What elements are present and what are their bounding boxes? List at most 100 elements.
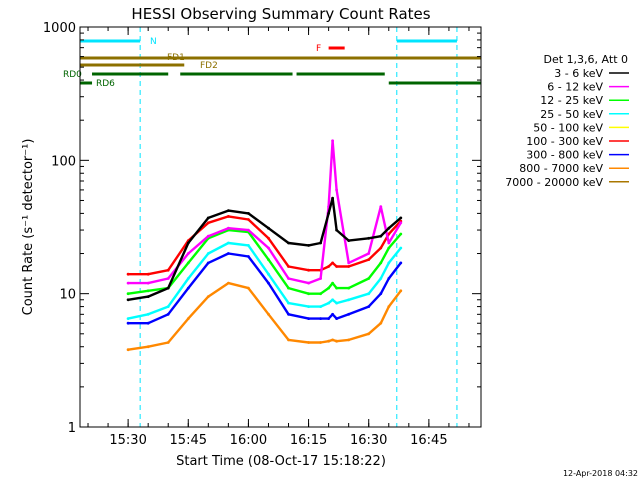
x-tick-label: 16:45: [410, 433, 447, 448]
legend-entry-label: 25 - 50 keV: [540, 108, 603, 121]
data-point-6-12-kev: [379, 205, 383, 209]
data-point-12-25-kev: [126, 292, 130, 296]
data-point-25-50-kev: [319, 305, 322, 308]
data-point-3-6-kev: [227, 209, 230, 213]
data-point-3-6-kev: [206, 216, 210, 220]
data-point-300-800-kev: [327, 317, 330, 320]
data-point-3-6-kev: [379, 234, 383, 238]
data-point-25-50-kev: [186, 277, 190, 280]
data-point-3-6-kev: [367, 236, 371, 240]
data-point-300-800-kev: [387, 277, 391, 280]
data-point-100-300-kev: [267, 236, 270, 240]
data-point-25-50-kev: [166, 305, 170, 308]
data-point-100-300-kev: [146, 272, 150, 276]
legend-entry-label: 12 - 25 keV: [540, 94, 603, 107]
legend-entry-label: 6 - 12 keV: [547, 81, 603, 94]
legend-entry-label: 800 - 7000 keV: [519, 162, 603, 175]
y-tick-label: 1: [68, 421, 76, 436]
data-point-800-7000-kev: [387, 305, 391, 308]
data-point-25-50-kev: [367, 292, 371, 296]
data-point-25-50-kev: [126, 317, 130, 320]
data-point-300-800-kev: [247, 255, 250, 258]
data-point-6-12-kev: [335, 188, 338, 192]
flag-layer: N F FD1 FD2 RD0 RD6: [63, 27, 481, 427]
data-point-800-7000-kev: [331, 338, 334, 342]
x-tick-label: 16:30: [350, 433, 387, 448]
data-point-25-50-kev: [327, 301, 330, 305]
data-point-12-25-kev: [327, 286, 330, 290]
data-point-12-25-kev: [287, 286, 290, 290]
data-point-6-12-kev: [126, 281, 130, 285]
data-point-300-800-kev: [126, 321, 130, 325]
data-point-3-6-kev: [335, 228, 338, 232]
axis-layer: 15:30 15:45 16:00 16:15 16:30 16:45 1 10 100 1000: [43, 21, 481, 448]
flag-label-n: N: [150, 37, 157, 47]
data-point-3-6-kev: [146, 295, 150, 298]
y-tick-label: 1000: [43, 21, 76, 36]
data-point-800-7000-kev: [319, 341, 322, 344]
data-point-800-7000-kev: [307, 341, 310, 344]
data-point-6-12-kev: [307, 281, 310, 285]
y-tick-label: 100: [51, 154, 76, 169]
data-point-3-6-kev: [399, 216, 403, 220]
data-point-100-300-kev: [206, 221, 210, 225]
data-point-100-300-kev: [126, 272, 130, 276]
data-point-800-7000-kev: [335, 339, 338, 343]
data-point-25-50-kev: [146, 312, 150, 316]
data-point-25-50-kev: [267, 272, 270, 276]
data-point-6-12-kev: [267, 246, 270, 250]
data-point-300-800-kev: [267, 281, 270, 285]
data-point-12-25-kev: [186, 261, 190, 265]
series-layer: [126, 139, 403, 352]
data-point-800-7000-kev: [267, 312, 270, 316]
data-point-3-6-kev: [331, 196, 334, 200]
data-point-800-7000-kev: [399, 289, 403, 293]
data-point-6-12-kev: [347, 261, 351, 265]
data-point-100-300-kev: [247, 218, 250, 221]
data-point-300-800-kev: [227, 252, 230, 255]
data-point-6-12-kev: [206, 234, 210, 238]
data-point-100-300-kev: [335, 265, 338, 268]
data-point-12-25-kev: [267, 258, 270, 261]
data-point-6-12-kev: [331, 139, 334, 143]
x-axis-label: Start Time (08-Oct-17 15:18:22): [176, 454, 386, 469]
data-point-3-6-kev: [319, 241, 322, 245]
data-point-6-12-kev: [227, 226, 230, 230]
data-point-12-25-kev: [335, 286, 338, 290]
flag-label-rd6: RD6: [96, 79, 115, 89]
data-point-800-7000-kev: [146, 345, 150, 349]
data-point-800-7000-kev: [379, 321, 383, 325]
flag-label-fd2: FD2: [200, 61, 218, 71]
data-point-800-7000-kev: [227, 281, 230, 285]
generation-timestamp: 12-Apr-2018 04:32: [563, 469, 638, 478]
data-point-6-12-kev: [146, 281, 150, 285]
legend-entry-label: 50 - 100 keV: [533, 121, 603, 134]
y-axis-label: Count Rate (s⁻¹ detector⁻¹): [21, 139, 36, 316]
x-tick-label: 16:00: [230, 433, 267, 448]
data-point-300-800-kev: [379, 292, 383, 296]
data-point-800-7000-kev: [347, 338, 351, 342]
data-point-3-6-kev: [126, 298, 130, 302]
data-point-3-6-kev: [287, 241, 290, 245]
data-point-12-25-kev: [399, 232, 403, 236]
data-point-25-50-kev: [335, 301, 338, 305]
data-point-300-800-kev: [206, 261, 210, 265]
series-line-3-6-kev: [127, 196, 402, 301]
data-point-25-50-kev: [347, 298, 351, 302]
data-point-25-50-kev: [387, 261, 391, 265]
flag-label-fd1: FD1: [167, 53, 185, 63]
data-point-12-25-kev: [319, 292, 322, 296]
data-point-3-6-kev: [307, 244, 310, 247]
data-point-800-7000-kev: [186, 317, 190, 320]
legend-title: Det 1,3,6, Att 0: [544, 53, 628, 66]
data-point-800-7000-kev: [287, 338, 290, 342]
legend-entry-label: 3 - 6 keV: [554, 67, 603, 80]
data-point-3-6-kev: [166, 286, 170, 290]
data-point-100-300-kev: [379, 246, 383, 250]
series-line-800-7000-kev: [127, 281, 402, 351]
data-point-6-12-kev: [186, 252, 190, 255]
chart-title: HESSI Observing Summary Count Rates: [131, 5, 430, 23]
y-tick-label: 10: [59, 288, 76, 303]
data-point-3-6-kev: [387, 226, 391, 230]
